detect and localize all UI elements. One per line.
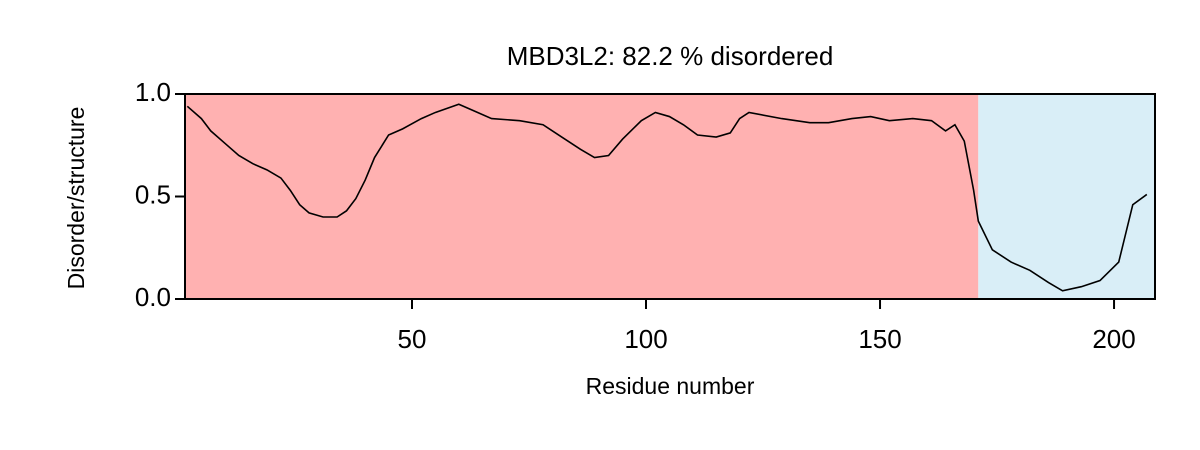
line <box>186 103 1148 292</box>
y-tick-label: 0.0 <box>135 282 171 312</box>
y-tick-label: 1.0 <box>135 77 171 107</box>
chart-title: MBD3L2: 82.2 % disordered <box>507 41 834 71</box>
region <box>978 94 1155 299</box>
x-tick-label: 100 <box>624 324 667 354</box>
x-axis-label: Residue number <box>586 373 755 399</box>
y-tick-label: 0.5 <box>135 179 171 209</box>
plot-frame <box>184 93 1156 300</box>
y-axis-label: Disorder/structure <box>63 107 89 290</box>
x-tick-label: 150 <box>858 324 901 354</box>
x-tick-label: 50 <box>398 324 427 354</box>
region <box>185 94 979 299</box>
x-tick-label: 200 <box>1092 324 1135 354</box>
